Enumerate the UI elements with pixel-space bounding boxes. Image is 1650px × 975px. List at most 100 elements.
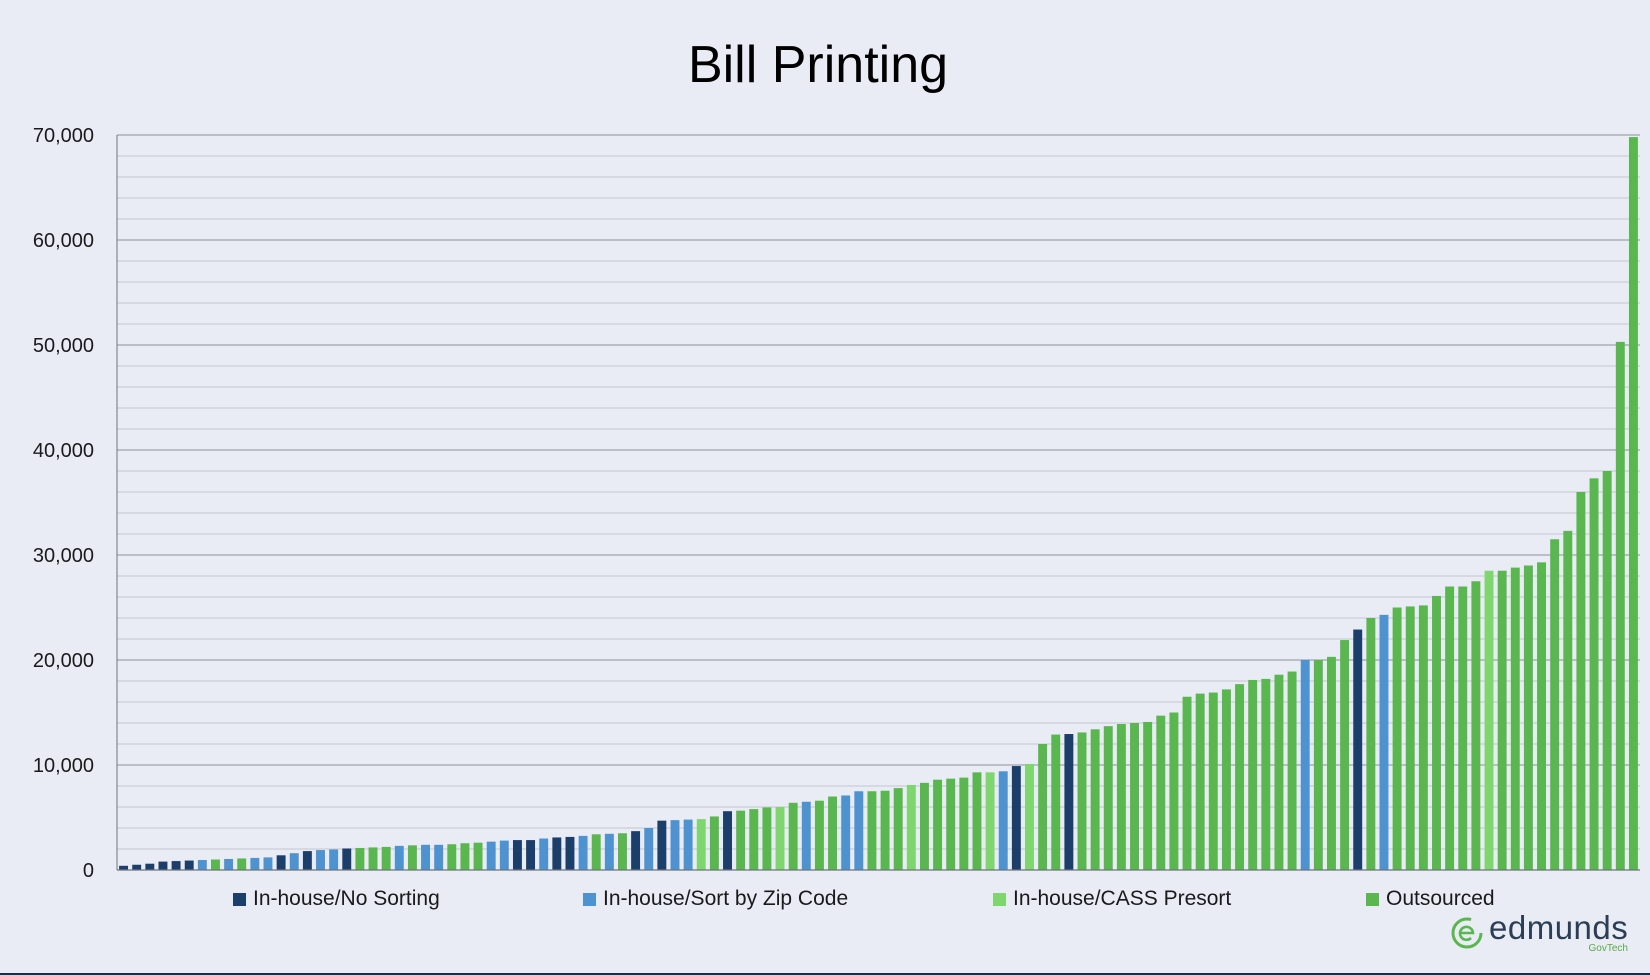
- bar: [342, 848, 352, 870]
- y-tick-label: 30,000: [33, 545, 94, 567]
- y-tick-label: 0: [83, 860, 94, 882]
- bar: [736, 810, 746, 870]
- bar: [1103, 726, 1113, 870]
- bar: [486, 841, 496, 870]
- bar: [1208, 692, 1218, 870]
- bar: [762, 807, 772, 870]
- y-tick-label: 20,000: [33, 650, 94, 672]
- bar: [1169, 712, 1179, 870]
- bar: [828, 796, 838, 870]
- bar: [512, 840, 522, 870]
- bar: [906, 784, 916, 870]
- bar: [237, 858, 247, 870]
- bar: [158, 861, 168, 870]
- grid-lines: [117, 134, 1640, 871]
- bar: [1458, 586, 1468, 870]
- bar: [211, 859, 220, 870]
- bar: [1038, 744, 1048, 870]
- bar: [1130, 723, 1139, 870]
- bar: [473, 842, 483, 870]
- bar: [394, 845, 404, 870]
- bar: [355, 847, 365, 870]
- legend-label: In-house/CASS Presort: [1013, 887, 1232, 910]
- bar: [1313, 660, 1323, 870]
- bar: [289, 853, 299, 870]
- bar: [1195, 693, 1205, 870]
- bar: [867, 791, 877, 870]
- bar: [972, 772, 982, 870]
- bar: [250, 857, 260, 870]
- bar: [132, 864, 142, 870]
- bar: [1550, 539, 1560, 870]
- logo-icon: [1451, 917, 1483, 949]
- bar: [1011, 766, 1021, 870]
- bar: [263, 857, 273, 870]
- bar: [1497, 570, 1507, 870]
- bar: [1025, 763, 1034, 870]
- bar: [1156, 715, 1166, 870]
- axes: [116, 135, 1640, 871]
- bar: [171, 861, 181, 870]
- bar: [224, 858, 234, 870]
- bar: [841, 795, 851, 870]
- bar: [1510, 567, 1520, 870]
- bar: [788, 802, 798, 870]
- y-axis-ticks: 0 10,000 20,000 30,000 40,000 50,000 60,000 70,…: [33, 125, 94, 882]
- bar: [1484, 570, 1494, 870]
- bar: [1182, 696, 1192, 870]
- y-tick-label: 70,000: [33, 125, 94, 147]
- bar: [460, 843, 470, 870]
- legend-swatch: [233, 892, 246, 906]
- bar: [657, 820, 667, 870]
- bar: [1628, 137, 1638, 871]
- bar: [893, 788, 903, 870]
- legend-swatch: [583, 892, 596, 906]
- bar: [145, 863, 155, 870]
- legend-item: In-house/No Sorting: [233, 884, 440, 914]
- legend-item: In-house/Sort by Zip Code: [583, 884, 848, 914]
- bar: [880, 790, 890, 870]
- bar: [578, 835, 588, 871]
- legend-item: Outsourced: [1366, 884, 1495, 914]
- bar: [1274, 674, 1284, 870]
- bar: [696, 819, 706, 870]
- bar: [1432, 595, 1441, 870]
- bar: [1418, 605, 1428, 870]
- bar: [1300, 660, 1310, 870]
- bar: [1445, 586, 1455, 870]
- bar: [434, 844, 444, 870]
- bar: [1576, 492, 1586, 870]
- bar: [1340, 640, 1350, 870]
- bar: [854, 791, 864, 870]
- bar: [775, 807, 785, 870]
- bar: [998, 771, 1008, 870]
- bar: [1615, 341, 1625, 871]
- bar: [1064, 734, 1074, 870]
- bar: [1077, 732, 1087, 870]
- logo-subtext: GovTech: [1588, 943, 1628, 954]
- bar: [526, 840, 536, 870]
- chart-title: Bill Printing: [688, 36, 948, 94]
- bar: [499, 840, 509, 870]
- edmunds-logo: edmunds GovTech: [1447, 907, 1632, 957]
- bar: [1235, 684, 1245, 870]
- y-tick-label: 40,000: [33, 440, 94, 462]
- y-tick-label: 60,000: [33, 230, 94, 252]
- bar: [197, 860, 207, 870]
- bar: [407, 845, 417, 870]
- bar: [670, 820, 680, 871]
- bar: [801, 801, 811, 870]
- bar: [814, 800, 824, 870]
- bars: [119, 137, 1638, 871]
- bar: [618, 833, 627, 870]
- bar: [604, 833, 614, 870]
- bar: [946, 778, 956, 870]
- bar: [1537, 562, 1546, 870]
- bar: [316, 850, 325, 870]
- bar: [591, 834, 601, 870]
- bar: [539, 838, 549, 870]
- legend-label: Outsourced: [1386, 887, 1495, 910]
- bar: [329, 849, 339, 870]
- bar: [421, 844, 430, 870]
- bar: [631, 831, 641, 870]
